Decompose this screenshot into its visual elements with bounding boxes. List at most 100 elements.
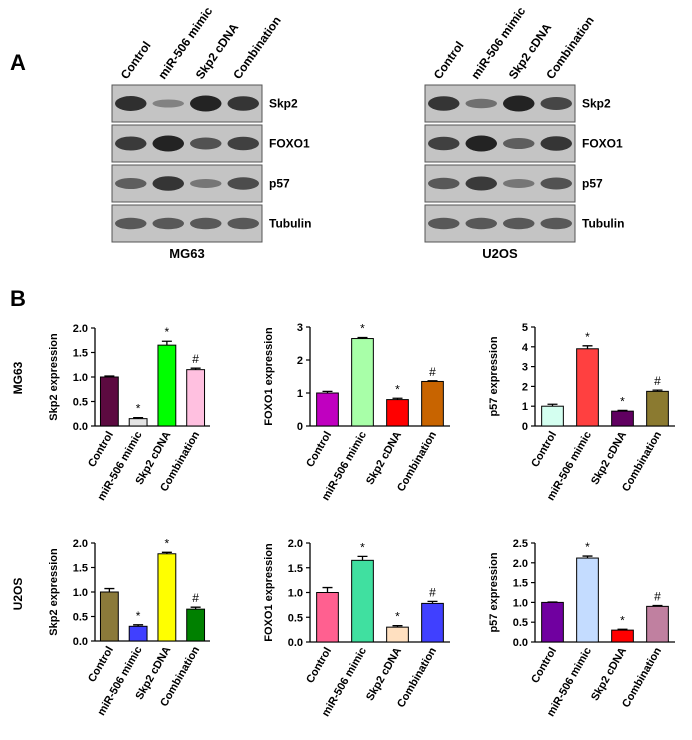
error-bar: [617, 409, 628, 412]
error-bar: [322, 390, 333, 393]
bar: [99, 376, 119, 427]
x-tick-label: Control: [304, 646, 334, 686]
bar: [316, 592, 339, 643]
bar: [576, 557, 599, 643]
blot-band: [152, 135, 184, 152]
y-tick-label: 0.5: [513, 617, 528, 629]
y-axis-label: Skp2 expression: [48, 548, 60, 636]
x-tick-label: Control: [529, 646, 559, 686]
x-tick-label: Control: [529, 430, 559, 470]
blot-band: [190, 95, 222, 112]
y-tick-label: 1.0: [73, 372, 88, 384]
error-bar: [357, 555, 368, 561]
y-axis-label: FOXO1 expression: [263, 543, 275, 642]
error-bar: [582, 555, 593, 559]
significance-mark: *: [395, 610, 400, 624]
bar: [316, 392, 339, 427]
blot-band: [115, 217, 147, 230]
cell-line-label: MG63: [169, 246, 204, 261]
error-bar: [161, 340, 172, 346]
x-tick-label: Control: [86, 645, 116, 685]
bar: [611, 629, 634, 643]
error-bar: [357, 336, 368, 339]
y-tick-label: 1: [297, 388, 303, 400]
x-tick-label: Control: [86, 430, 116, 470]
lane-label: Combination: [230, 14, 284, 82]
blot-band: [540, 217, 572, 230]
blot-band: [152, 99, 184, 108]
y-tick-label: 4: [522, 342, 529, 354]
y-tick-label: 3: [297, 322, 303, 334]
significance-mark: *: [585, 330, 590, 344]
significance-mark: *: [360, 322, 365, 336]
significance-mark: *: [620, 613, 625, 627]
y-tick-label: 0.0: [513, 637, 528, 649]
blot-band: [465, 217, 497, 230]
error-bar: [322, 586, 333, 593]
y-tick-label: 2: [522, 381, 528, 393]
error-bar: [190, 606, 201, 610]
y-tick-label: 0: [522, 421, 528, 433]
significance-mark: *: [165, 536, 170, 550]
bar: [128, 625, 148, 642]
blot-band: [115, 136, 147, 151]
protein-label: p57: [582, 177, 603, 191]
error-bar: [617, 628, 628, 631]
error-bar: [582, 345, 593, 349]
significance-mark: *: [620, 394, 625, 408]
protein-label: Tubulin: [269, 217, 311, 231]
error-bar: [652, 604, 663, 607]
error-bar: [190, 367, 201, 370]
significance-mark: *: [165, 325, 170, 339]
blot-band: [465, 176, 497, 191]
x-tick-label: Skp2 cDNA: [364, 645, 404, 702]
y-axis-label: Skp2 expression: [48, 333, 60, 421]
row-label: MG63: [11, 361, 25, 394]
blot-band: [227, 217, 259, 230]
blot-band: [465, 135, 497, 152]
error-bar: [427, 600, 438, 604]
significance-mark: *: [360, 540, 365, 554]
blot-band: [227, 96, 259, 111]
protein-label: Tubulin: [582, 217, 624, 231]
y-axis-label: FOXO1 expression: [263, 327, 275, 426]
significance-mark: #: [192, 352, 199, 366]
y-tick-label: 1.5: [288, 563, 303, 575]
bar: [646, 390, 669, 427]
blot-band: [115, 96, 147, 111]
blot-band: [190, 217, 222, 230]
error-bar: [104, 587, 115, 592]
y-tick-label: 0.0: [73, 636, 88, 648]
error-bar: [133, 624, 144, 627]
bar: [351, 559, 374, 643]
y-tick-label: 0.5: [73, 612, 88, 624]
lane-label: Control: [431, 39, 467, 82]
x-tick-label: Skp2 cDNA: [589, 645, 629, 702]
bar: [611, 410, 634, 427]
significance-mark: *: [585, 540, 590, 554]
significance-mark: #: [429, 585, 436, 599]
significance-mark: *: [395, 382, 400, 396]
blot-band: [190, 179, 222, 188]
blot-band: [503, 95, 535, 112]
bar: [99, 591, 119, 642]
y-tick-label: 2.5: [513, 538, 528, 550]
significance-mark: #: [654, 374, 661, 388]
y-axis-label: p57 expression: [488, 552, 500, 632]
significance-mark: #: [429, 365, 436, 379]
lane-label: Combination: [543, 14, 597, 82]
blot-band: [465, 98, 497, 109]
y-tick-label: 2.0: [73, 538, 88, 550]
y-tick-label: 0: [297, 421, 303, 433]
blot-band: [190, 137, 222, 150]
y-tick-label: 0.5: [73, 397, 88, 409]
bar: [541, 405, 564, 427]
blot-band: [428, 217, 460, 230]
blot-band: [428, 96, 460, 111]
blot-band: [115, 178, 147, 189]
panel-label: A: [10, 50, 26, 75]
blot-band: [152, 217, 184, 230]
y-tick-label: 0.0: [73, 421, 88, 433]
error-bar: [392, 397, 403, 400]
bar: [157, 344, 177, 427]
